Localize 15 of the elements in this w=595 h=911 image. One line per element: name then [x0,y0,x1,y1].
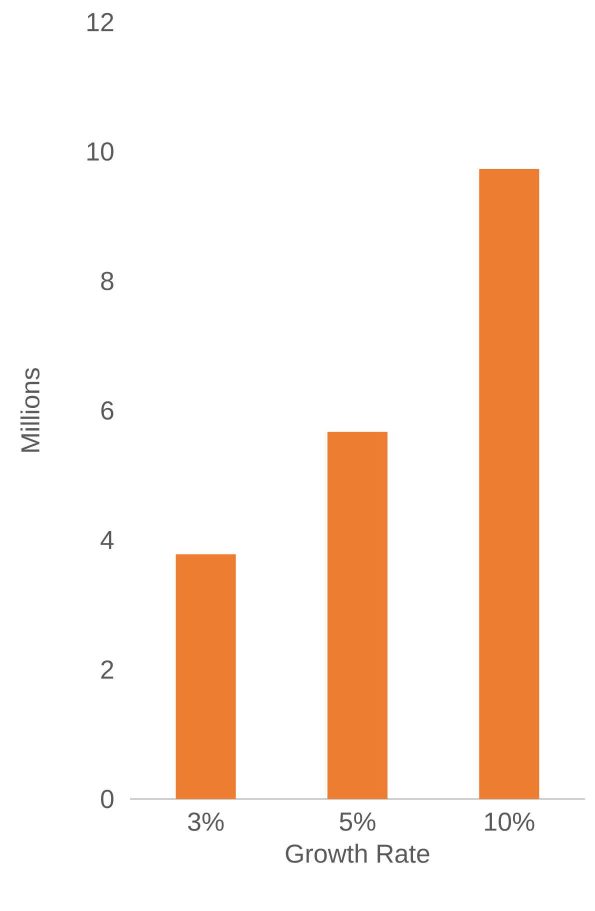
y-tick-label: 0 [101,790,114,808]
x-tick-label: 5% [340,812,376,831]
y-tick-label: 8 [101,272,114,290]
x-tick-label: 3% [188,812,224,831]
y-tick-label: 10 [88,142,114,161]
y-tick-label: 4 [100,531,114,549]
y-tick-label: 6 [101,401,114,420]
y-tick-label: 12 [88,12,114,32]
bar [479,168,540,799]
bar [328,432,388,799]
x-axis-title: Growth Rate [286,844,430,863]
y-axis-title: Millions [20,368,40,452]
x-tick-label: 10% [485,812,534,831]
bar [176,554,236,799]
y-tick-label: 2 [101,660,114,679]
